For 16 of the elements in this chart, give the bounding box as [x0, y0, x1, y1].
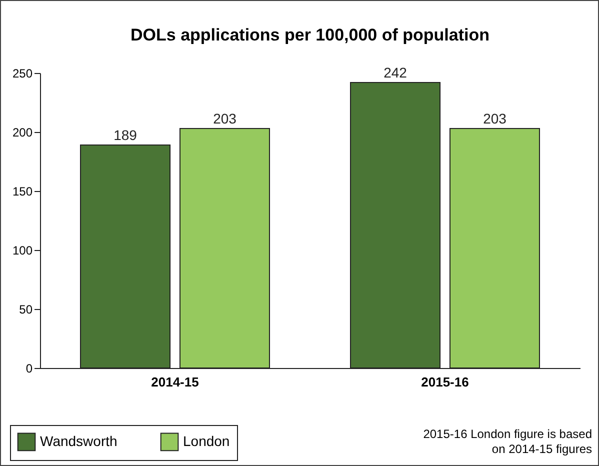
legend-label: Wandsworth [40, 432, 118, 449]
data-label: 203 [483, 110, 507, 126]
y-tick-label: 100 [12, 244, 33, 258]
chart-title: DOLs applications per 100,000 of population [130, 25, 490, 44]
data-label: 189 [114, 126, 138, 143]
x-tick-label: 2015-16 [421, 374, 469, 390]
text: 2015-16 London figure is based on 2014-15 figures [422, 427, 592, 457]
y-tick-label: 200 [12, 126, 33, 140]
y-tick-label: 250 [12, 66, 33, 80]
y-tick-label: 150 [12, 184, 33, 198]
x-tick-label: 2014-15 [151, 374, 199, 390]
y-tick-label: 0 [26, 362, 33, 376]
legend-label: London [183, 432, 230, 449]
data-label: 242 [384, 64, 408, 80]
y-tick-label: 50 [19, 302, 33, 316]
data-label: 203 [213, 110, 237, 126]
